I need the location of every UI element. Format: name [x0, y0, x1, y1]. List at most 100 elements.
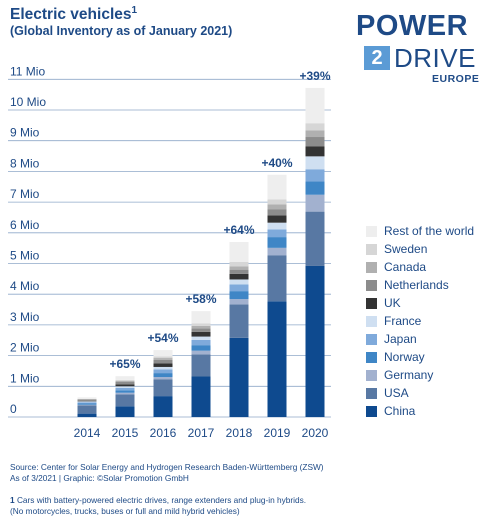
bar-segment-usa [229, 304, 249, 338]
logo-line-power: POWER [356, 10, 469, 42]
bar-segment-netherlands [153, 359, 173, 364]
bar-segment-usa [77, 405, 97, 414]
logo-line-europe: EUROPE [432, 73, 480, 85]
x-tick-label: 2018 [226, 426, 253, 440]
bar-segment-china [191, 376, 211, 417]
bar-segment-sweden [305, 123, 325, 131]
y-tick-label: 0 [10, 402, 17, 416]
bar-segment-usa [115, 394, 135, 407]
labels-layer: 0 1 Mio 2 Mio 3 Mio 4 Mio 5 Mio 6 Mio 7 Mio 8 Mi… [10, 64, 331, 440]
legend-label: Japan [384, 332, 417, 346]
logo-badge: 2 [364, 46, 390, 70]
bar-segment-usa [191, 354, 211, 377]
legend-label: Germany [384, 368, 434, 382]
bar-segment-canada [229, 266, 249, 270]
bar-segment-canada [267, 204, 287, 210]
x-tick-label: 2017 [188, 426, 215, 440]
bar-segment-canada [115, 380, 135, 382]
bar-segment-japan [115, 387, 135, 391]
power2drive-logo: POWER 2 DRIVE EUROPE [356, 10, 488, 88]
y-tick-label: 7 Mio [10, 187, 40, 201]
legend-label: Netherlands [384, 278, 449, 292]
bar-segment-rest-of-the-world [77, 397, 97, 399]
bar-segment-rest-of-the-world [229, 242, 249, 262]
bar-segment-japan [305, 169, 325, 182]
bar-segment-germany [305, 194, 325, 212]
x-tick-label: 2016 [150, 426, 177, 440]
bar-segment-rest-of-the-world [191, 311, 211, 324]
bar-segment-germany [267, 247, 287, 256]
growth-label: +64% [223, 223, 254, 237]
bar-segment-china [153, 396, 173, 417]
legend-swatch [366, 280, 377, 291]
y-tick-label: 4 Mio [10, 279, 40, 293]
growth-label: +58% [185, 292, 216, 306]
bar-segment-china [115, 406, 135, 417]
bar-segment-france [267, 222, 287, 230]
bar-segment-norway [191, 345, 211, 351]
y-tick-label: 5 Mio [10, 249, 40, 263]
bar-segment-japan [229, 284, 249, 292]
legend-label: Canada [384, 260, 427, 274]
bar-segment-norway [229, 291, 249, 300]
legend-label: Sweden [384, 242, 428, 256]
y-tick-label: 11 Mio [10, 64, 45, 78]
bar-segment-japan [153, 369, 173, 374]
footnote-line-1: 1 Cars with battery-powered electric dri… [10, 495, 306, 506]
legend-swatch [366, 406, 377, 417]
bar-segment-usa [153, 379, 173, 397]
bar-segment-canada [191, 325, 211, 329]
bar-segment-germany [115, 392, 135, 395]
bar-segment-japan [191, 339, 211, 346]
legend-swatch [366, 298, 377, 309]
bar-segment-netherlands [115, 381, 135, 385]
x-tick-label: 2015 [112, 426, 139, 440]
bar-segment-rest-of-the-world [153, 350, 173, 357]
bar-segment-china [305, 265, 325, 417]
y-tick-label: 6 Mio [10, 218, 40, 232]
bar-segment-germany [229, 299, 249, 305]
growth-label: +54% [147, 331, 178, 345]
bar-segment-rest-of-the-world [115, 376, 135, 380]
bar-segment-norway [77, 403, 97, 405]
growth-label: +40% [261, 156, 292, 170]
bar-segment-sweden [191, 323, 211, 326]
bar-segment-germany [191, 350, 211, 355]
bar-segment-france [305, 156, 325, 170]
bar-segment-netherlands [229, 269, 249, 274]
x-tick-label: 2019 [264, 426, 291, 440]
growth-label: +65% [109, 357, 140, 371]
legend-swatch [366, 370, 377, 381]
legend-label: UK [384, 296, 401, 310]
bar-segment-netherlands [267, 209, 287, 216]
bar-segment-uk [115, 384, 135, 387]
bar-segment-netherlands [305, 137, 325, 147]
legend-swatch [366, 226, 377, 237]
footnote-line-2: (No motorcycles, trucks, buses or full a… [10, 506, 240, 516]
x-tick-label: 2014 [74, 426, 101, 440]
bar-segment-usa [305, 211, 325, 266]
bar-segment-uk [77, 400, 97, 402]
legend-label: Norway [384, 350, 425, 364]
bar-segment-rest-of-the-world [267, 174, 287, 200]
bar-segment-canada [153, 358, 173, 360]
bar-segment-canada [305, 130, 325, 138]
y-tick-label: 1 Mio [10, 371, 40, 385]
y-tick-label: 10 Mio [10, 95, 46, 109]
y-tick-label: 8 Mio [10, 156, 40, 170]
bar-segment-netherlands [77, 399, 97, 401]
bar-segment-france [77, 401, 97, 403]
legend-label: France [384, 314, 422, 328]
chart-subtitle: (Global Inventory as of January 2021) [10, 24, 233, 38]
bar-segment-sweden [153, 356, 173, 359]
bar-segment-sweden [267, 199, 287, 205]
bar-segment-france [191, 336, 211, 340]
legend-swatch [366, 388, 377, 399]
bar-segment-france [153, 366, 173, 370]
bar-segment-france [229, 279, 249, 285]
bar-segment-uk [191, 331, 211, 337]
chart-title-footnote-marker: 1 [131, 5, 138, 16]
legend-swatch [366, 262, 377, 273]
bar-segment-norway [305, 181, 325, 195]
